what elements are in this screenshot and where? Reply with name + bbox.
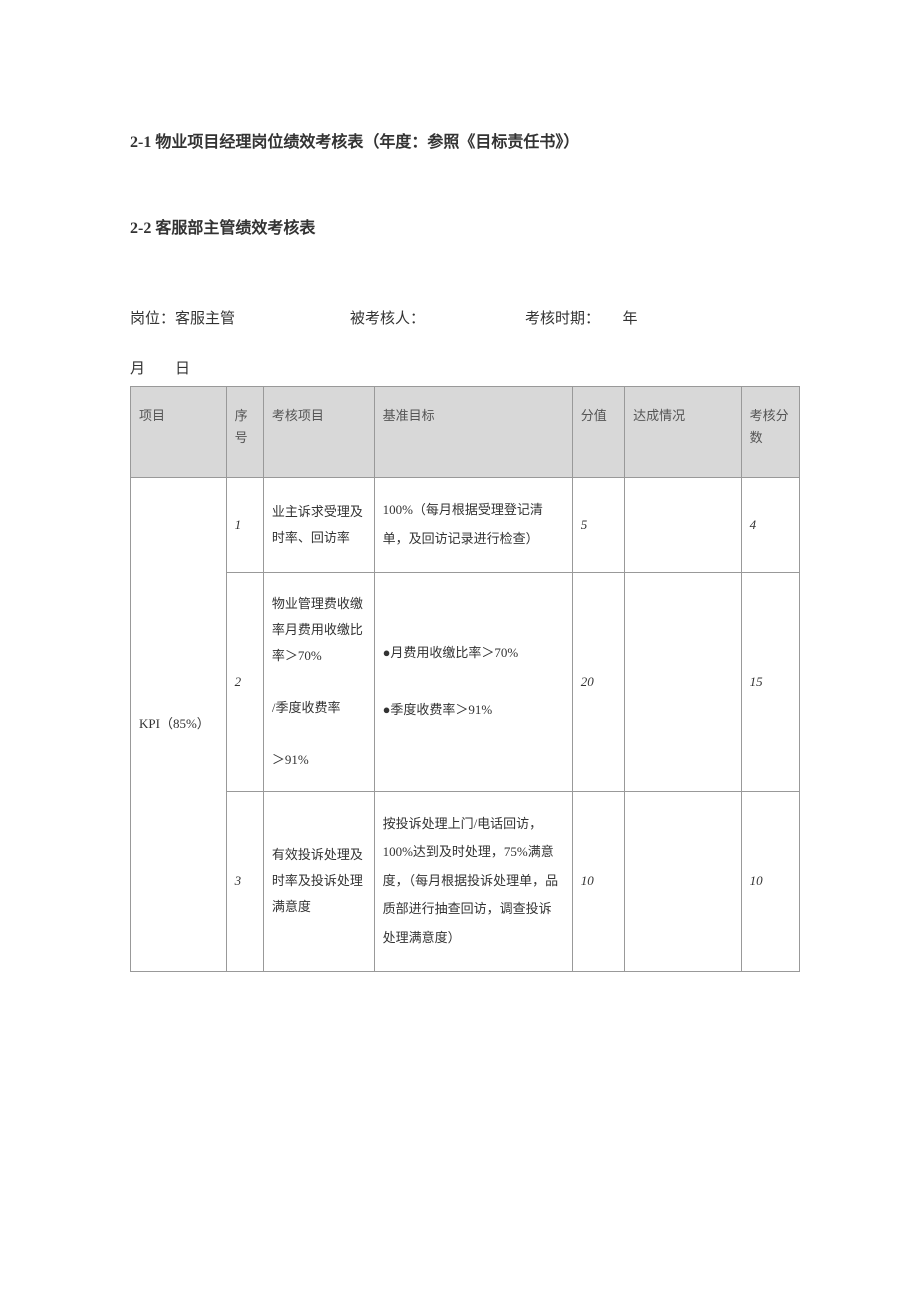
table-row: 2 物业管理费收缴率月费用收缴比率＞70%/季度收费率＞91% ●月费用收缴比率… [131,572,800,791]
cell-target: 按投诉处理上门/电话回访，100%达到及时处理，75%满意度，（每月根据投诉处理… [374,791,572,971]
table-header-row: 项目 序号 考核项目 基准目标 分值 达成情况 考核分数 [131,387,800,478]
header-result: 考核分数 [741,387,799,478]
cell-seq: 2 [226,572,263,791]
cell-target: ●月费用收缴比率＞70%●季度收费率＞91% [374,572,572,791]
meta-line: 岗位：客服主管 被考核人： 考核时期： 年 [130,301,800,337]
meta-period: 考核时期： 年 [525,301,638,337]
meta-assessee: 被考核人： [350,301,525,337]
header-seq: 序号 [226,387,263,478]
cell-target: 100%（每月根据受理登记清单，及回访记录进行检查） [374,478,572,572]
table-row: KPI（85%） 1 业主诉求受理及时率、回访率 100%（每月根据受理登记清单… [131,478,800,572]
cell-item: 业主诉求受理及时率、回访率 [263,478,374,572]
table-row: 3 有效投诉处理及时率及投诉处理满意度 按投诉处理上门/电话回访，100%达到及… [131,791,800,971]
cell-item: 有效投诉处理及时率及投诉处理满意度 [263,791,374,971]
header-score: 分值 [572,387,624,478]
cell-status [625,572,742,791]
meta-position: 岗位：客服主管 [130,301,350,337]
cell-item: 物业管理费收缴率月费用收缴比率＞70%/季度收费率＞91% [263,572,374,791]
cell-result: 15 [741,572,799,791]
cell-status [625,478,742,572]
cell-score: 20 [572,572,624,791]
cell-seq: 1 [226,478,263,572]
header-status: 达成情况 [625,387,742,478]
cell-result: 4 [741,478,799,572]
cell-project: KPI（85%） [131,478,227,971]
meta-date-line: 月 日 [130,357,800,378]
cell-result: 10 [741,791,799,971]
cell-status [625,791,742,971]
assessment-table: 项目 序号 考核项目 基准目标 分值 达成情况 考核分数 KPI（85%） 1 … [130,386,800,971]
cell-seq: 3 [226,791,263,971]
header-target: 基准目标 [374,387,572,478]
header-item: 考核项目 [263,387,374,478]
cell-score: 5 [572,478,624,572]
cell-score: 10 [572,791,624,971]
section-heading-2: 2-2 客服部主管绩效考核表 [130,216,800,242]
section-heading-1: 2-1 物业项目经理岗位绩效考核表（年度：参照《目标责任书》） [130,130,800,156]
header-project: 项目 [131,387,227,478]
